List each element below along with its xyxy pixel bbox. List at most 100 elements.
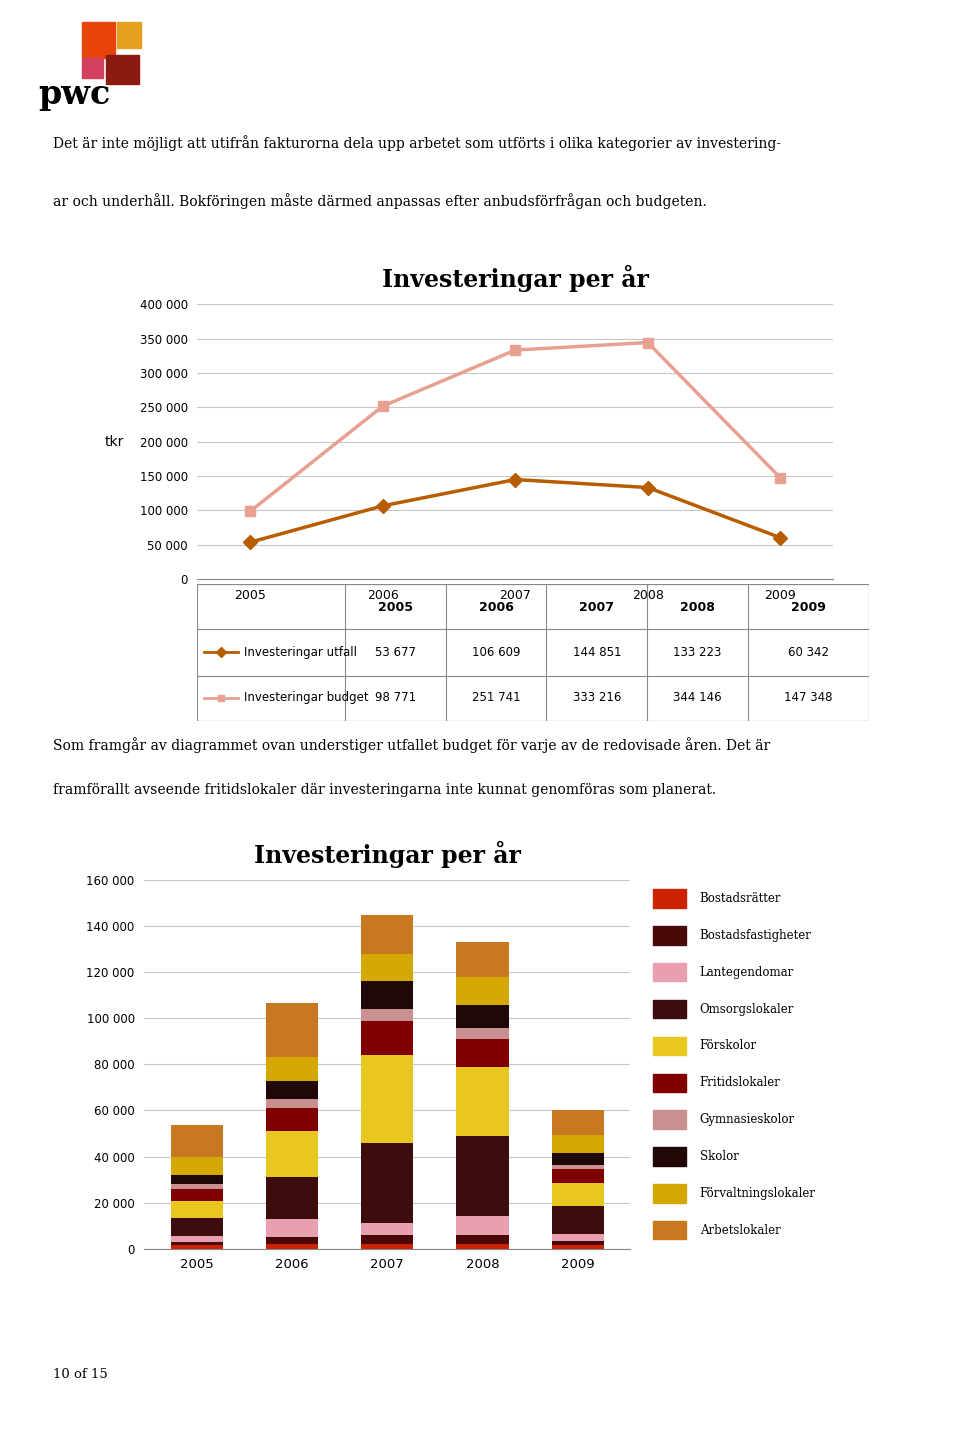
Text: 106 609: 106 609: [471, 646, 520, 659]
Text: pwc: pwc: [38, 79, 110, 112]
Bar: [456, 1244, 509, 1249]
Bar: [552, 1169, 604, 1183]
Bar: [171, 1201, 223, 1217]
Bar: [266, 1057, 318, 1081]
Bar: [654, 1184, 686, 1203]
Bar: [82, 57, 103, 79]
Bar: [552, 1246, 604, 1249]
Bar: [552, 1134, 604, 1153]
FancyBboxPatch shape: [23, 266, 937, 736]
Text: Omsorgslokaler: Omsorgslokaler: [700, 1002, 794, 1015]
Bar: [361, 1244, 414, 1249]
Text: Som framgår av diagrammet ovan understiger utfallet budget för varje av de redov: Som framgår av diagrammet ovan understig…: [53, 737, 770, 753]
Text: Skolor: Skolor: [700, 1150, 738, 1163]
Bar: [171, 1236, 223, 1242]
Bar: [171, 1184, 223, 1189]
Bar: [654, 889, 686, 908]
Bar: [171, 1189, 223, 1201]
Bar: [361, 915, 414, 954]
Text: 2007: 2007: [579, 600, 614, 613]
Bar: [456, 1136, 509, 1216]
Bar: [456, 1028, 509, 1040]
Bar: [456, 1067, 509, 1136]
Bar: [171, 1126, 223, 1157]
Bar: [361, 1143, 414, 1223]
Text: 60 342: 60 342: [788, 646, 828, 659]
Text: Arbetslokaler: Arbetslokaler: [700, 1224, 780, 1237]
Bar: [654, 1074, 686, 1093]
Bar: [552, 1110, 604, 1134]
Bar: [456, 1216, 509, 1234]
Text: Fritidslokaler: Fritidslokaler: [700, 1077, 780, 1090]
Bar: [654, 1147, 686, 1166]
Text: framförallt avseende fritidslokaler där investeringarna inte kunnat genomföras s: framförallt avseende fritidslokaler där …: [53, 783, 716, 798]
Text: Förskolor: Förskolor: [700, 1040, 756, 1053]
Text: 147 348: 147 348: [784, 692, 832, 705]
Text: 144 851: 144 851: [572, 646, 621, 659]
Text: ar och underhåll. Bokföringen måste därmed anpassas efter anbudsförfrågan och bu: ar och underhåll. Bokföringen måste därm…: [53, 193, 707, 209]
Bar: [456, 1040, 509, 1067]
Title: Investeringar per år: Investeringar per år: [382, 265, 649, 292]
Bar: [266, 1002, 318, 1057]
Bar: [266, 1098, 318, 1108]
Bar: [266, 1244, 318, 1249]
Bar: [654, 927, 686, 945]
Bar: [654, 1037, 686, 1055]
Bar: [171, 1217, 223, 1236]
Text: Det är inte möjligt att utifrån fakturorna dela upp arbetet som utförts i olika : Det är inte möjligt att utifrån fakturor…: [53, 136, 780, 152]
Bar: [106, 54, 139, 83]
Bar: [552, 1153, 604, 1164]
Bar: [361, 981, 414, 1010]
Text: 133 223: 133 223: [673, 646, 722, 659]
Bar: [654, 964, 686, 981]
Bar: [456, 977, 509, 1004]
Text: Bostadsrätter: Bostadsrätter: [700, 892, 781, 905]
Text: 98 771: 98 771: [374, 692, 416, 705]
Bar: [266, 1131, 318, 1177]
Text: 2009: 2009: [791, 600, 826, 613]
Bar: [171, 1242, 223, 1246]
Bar: [171, 1157, 223, 1176]
Bar: [552, 1183, 604, 1206]
Bar: [654, 1221, 686, 1240]
Text: 10 of 15: 10 of 15: [53, 1368, 108, 1382]
Bar: [456, 942, 509, 977]
Bar: [361, 1223, 414, 1234]
Bar: [552, 1234, 604, 1240]
Bar: [552, 1240, 604, 1246]
Text: Lantegendomar: Lantegendomar: [700, 965, 794, 978]
Bar: [171, 1176, 223, 1184]
Title: Investeringar per år: Investeringar per år: [253, 842, 520, 868]
Bar: [361, 1021, 414, 1055]
Bar: [654, 1110, 686, 1128]
Text: 333 216: 333 216: [572, 692, 621, 705]
Bar: [266, 1108, 318, 1131]
Bar: [266, 1219, 318, 1237]
Text: 344 146: 344 146: [673, 692, 722, 705]
Bar: [361, 1234, 414, 1244]
Text: Bostadsfastigheter: Bostadsfastigheter: [700, 929, 811, 942]
Bar: [266, 1177, 318, 1219]
Bar: [361, 1010, 414, 1021]
Bar: [361, 1055, 414, 1143]
Text: 53 677: 53 677: [375, 646, 416, 659]
Bar: [117, 21, 141, 47]
Bar: [654, 1000, 686, 1018]
Bar: [266, 1081, 318, 1098]
Bar: [82, 21, 115, 57]
Bar: [266, 1237, 318, 1244]
Text: Investeringar budget: Investeringar budget: [245, 692, 369, 705]
Bar: [361, 954, 414, 981]
Bar: [552, 1164, 604, 1169]
Text: Gymnasieskolor: Gymnasieskolor: [700, 1113, 795, 1126]
Bar: [552, 1206, 604, 1234]
FancyBboxPatch shape: [23, 818, 937, 1302]
Text: Förvaltningslokaler: Förvaltningslokaler: [700, 1187, 816, 1200]
Text: 2008: 2008: [680, 600, 715, 613]
Text: 2006: 2006: [479, 600, 514, 613]
Text: 251 741: 251 741: [471, 692, 520, 705]
Bar: [456, 1004, 509, 1028]
Text: Investeringar utfall: Investeringar utfall: [245, 646, 357, 659]
Y-axis label: tkr: tkr: [105, 435, 124, 448]
Bar: [456, 1234, 509, 1244]
